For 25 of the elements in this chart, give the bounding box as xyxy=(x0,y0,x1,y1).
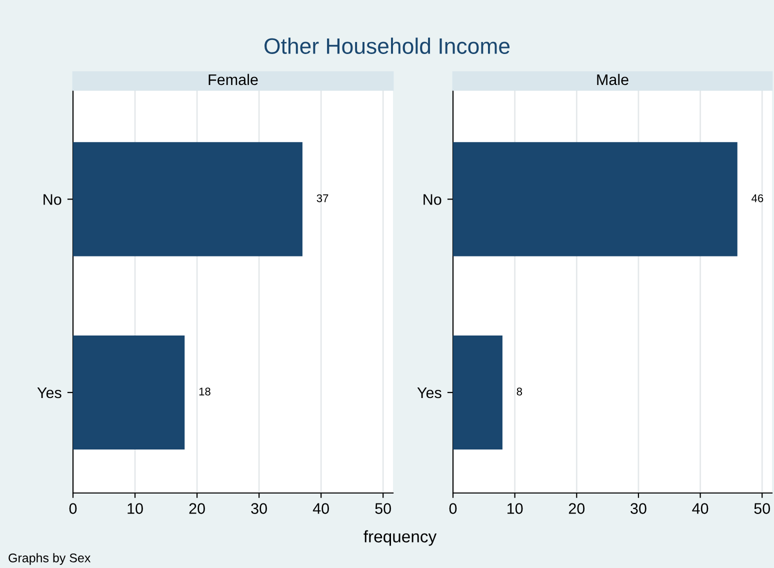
x-tick-label: 10 xyxy=(128,503,143,514)
y-tick-label: Yes xyxy=(37,388,62,398)
chart-subtitle: Female xyxy=(208,74,258,86)
y-tick-label: No xyxy=(44,194,62,205)
chart-subtitle: Male xyxy=(597,74,628,86)
x-tick-label: 0 xyxy=(69,503,77,514)
x-tick-label: 10 xyxy=(507,503,523,514)
y-tick-label: Yes xyxy=(417,388,442,398)
data-label: 46 xyxy=(752,194,764,202)
x-tick-label: 30 xyxy=(630,503,646,514)
x-tick-label: 40 xyxy=(692,503,708,514)
data-label: 37 xyxy=(316,194,328,202)
x-axis-title: frequency xyxy=(364,530,437,546)
data-label: 18 xyxy=(199,388,210,396)
data-label: 8 xyxy=(516,388,522,396)
x-tick-label: 20 xyxy=(568,503,585,514)
x-tick-label: 40 xyxy=(312,503,329,514)
y-tick-label: No xyxy=(424,194,442,205)
x-tick-label: 50 xyxy=(375,503,391,514)
x-tick-label: 0 xyxy=(449,503,457,514)
chart-title: Other Household Income xyxy=(264,38,510,54)
x-tick-label: 50 xyxy=(754,503,770,514)
text: Graphs by Sex xyxy=(8,553,91,565)
x-tick-label: 30 xyxy=(251,503,267,514)
x-tick-label: 20 xyxy=(189,503,205,514)
